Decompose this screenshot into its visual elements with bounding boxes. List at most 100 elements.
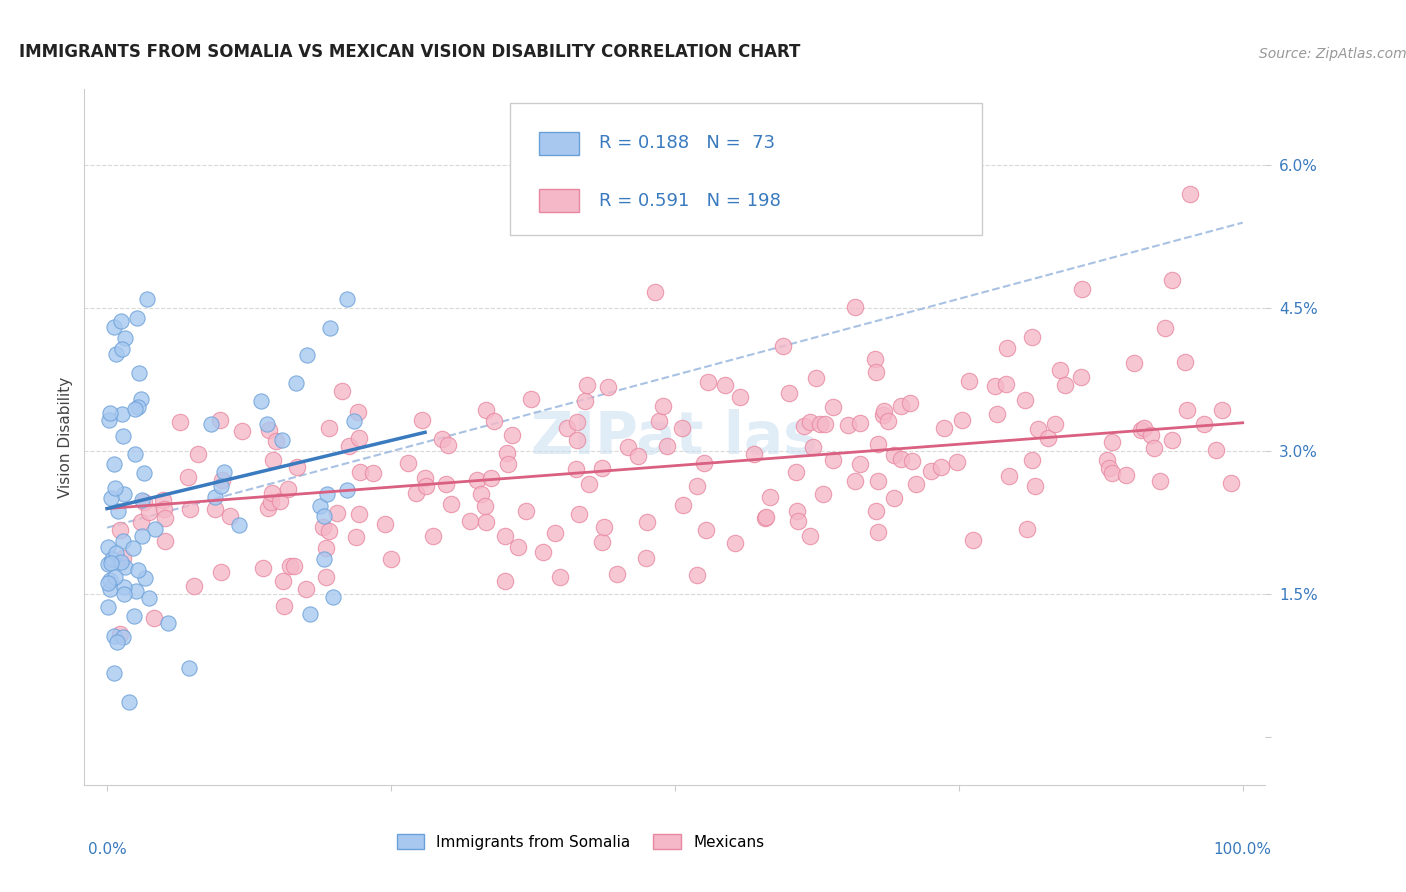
Point <box>415 478 437 492</box>
Point <box>124 402 146 417</box>
Point <box>257 423 280 437</box>
Point <box>865 351 887 366</box>
Point <box>209 479 232 493</box>
Point <box>380 551 402 566</box>
Point <box>183 579 205 593</box>
Point <box>112 486 135 500</box>
Point <box>269 494 291 508</box>
Point <box>124 609 146 624</box>
Point <box>110 314 132 328</box>
Point <box>152 493 174 508</box>
Point <box>474 500 496 514</box>
Point <box>125 310 148 325</box>
Point <box>470 487 492 501</box>
Point <box>460 514 482 528</box>
Point <box>837 418 859 433</box>
Point <box>212 465 235 479</box>
Point <box>1219 475 1241 490</box>
FancyBboxPatch shape <box>538 189 579 212</box>
Point <box>104 481 127 495</box>
Point <box>138 591 160 605</box>
Point <box>1053 378 1076 392</box>
Point <box>138 505 160 519</box>
Point <box>285 459 308 474</box>
Point <box>786 514 808 528</box>
Point <box>343 414 366 428</box>
Legend: Immigrants from Somalia, Mexicans: Immigrants from Somalia, Mexicans <box>389 826 772 857</box>
Point <box>283 559 305 574</box>
Point <box>295 347 318 361</box>
Point <box>848 457 870 471</box>
Point <box>986 407 1008 421</box>
Point <box>100 556 122 570</box>
Point <box>890 399 912 413</box>
Point <box>1095 452 1118 467</box>
Point <box>496 457 519 471</box>
Point <box>153 502 176 516</box>
Point <box>264 434 287 449</box>
Point <box>1140 428 1163 442</box>
Point <box>422 529 444 543</box>
Point <box>1015 522 1038 536</box>
Point <box>995 341 1018 355</box>
Point <box>347 405 370 419</box>
Point <box>179 661 201 675</box>
Point <box>129 515 152 529</box>
Point <box>228 518 250 533</box>
Point <box>596 380 619 394</box>
Point <box>742 447 765 461</box>
Point <box>1021 453 1043 467</box>
Point <box>479 471 502 485</box>
Point <box>962 533 984 547</box>
Point <box>432 432 454 446</box>
Point <box>786 503 808 517</box>
Point <box>920 464 942 478</box>
Point <box>866 524 889 539</box>
Point <box>695 523 717 537</box>
Point <box>177 470 200 484</box>
Point <box>531 545 554 559</box>
Point <box>103 666 125 681</box>
Point <box>932 421 955 435</box>
Point <box>1175 402 1198 417</box>
Point <box>218 509 240 524</box>
Point <box>616 441 638 455</box>
Point <box>1021 330 1043 344</box>
Point <box>728 390 751 404</box>
Point <box>1161 273 1184 287</box>
Point <box>1143 441 1166 455</box>
Point <box>801 440 824 454</box>
Point <box>1149 475 1171 489</box>
Point <box>898 395 921 409</box>
Point <box>208 413 231 427</box>
Point <box>1178 187 1201 202</box>
Point <box>122 541 145 556</box>
Point <box>929 460 952 475</box>
Point <box>98 582 121 597</box>
Point <box>627 450 650 464</box>
Point <box>284 376 307 391</box>
Point <box>318 421 340 435</box>
Point <box>1174 355 1197 369</box>
Point <box>872 408 894 422</box>
Point <box>374 516 396 531</box>
Point <box>1205 442 1227 457</box>
Point <box>100 552 122 566</box>
Point <box>1211 403 1233 417</box>
Text: ZIPat las: ZIPat las <box>531 409 818 466</box>
Point <box>349 465 371 479</box>
Point <box>475 403 498 417</box>
Point <box>785 465 807 479</box>
Point <box>440 497 463 511</box>
Point <box>186 447 208 461</box>
Point <box>1161 433 1184 447</box>
Point <box>544 526 567 541</box>
Point <box>347 431 370 445</box>
Point <box>804 371 827 385</box>
Point <box>868 474 890 488</box>
Point <box>772 339 794 353</box>
Point <box>883 491 905 505</box>
Text: 0.0%: 0.0% <box>87 842 127 857</box>
FancyBboxPatch shape <box>538 132 579 155</box>
Point <box>1123 356 1146 370</box>
